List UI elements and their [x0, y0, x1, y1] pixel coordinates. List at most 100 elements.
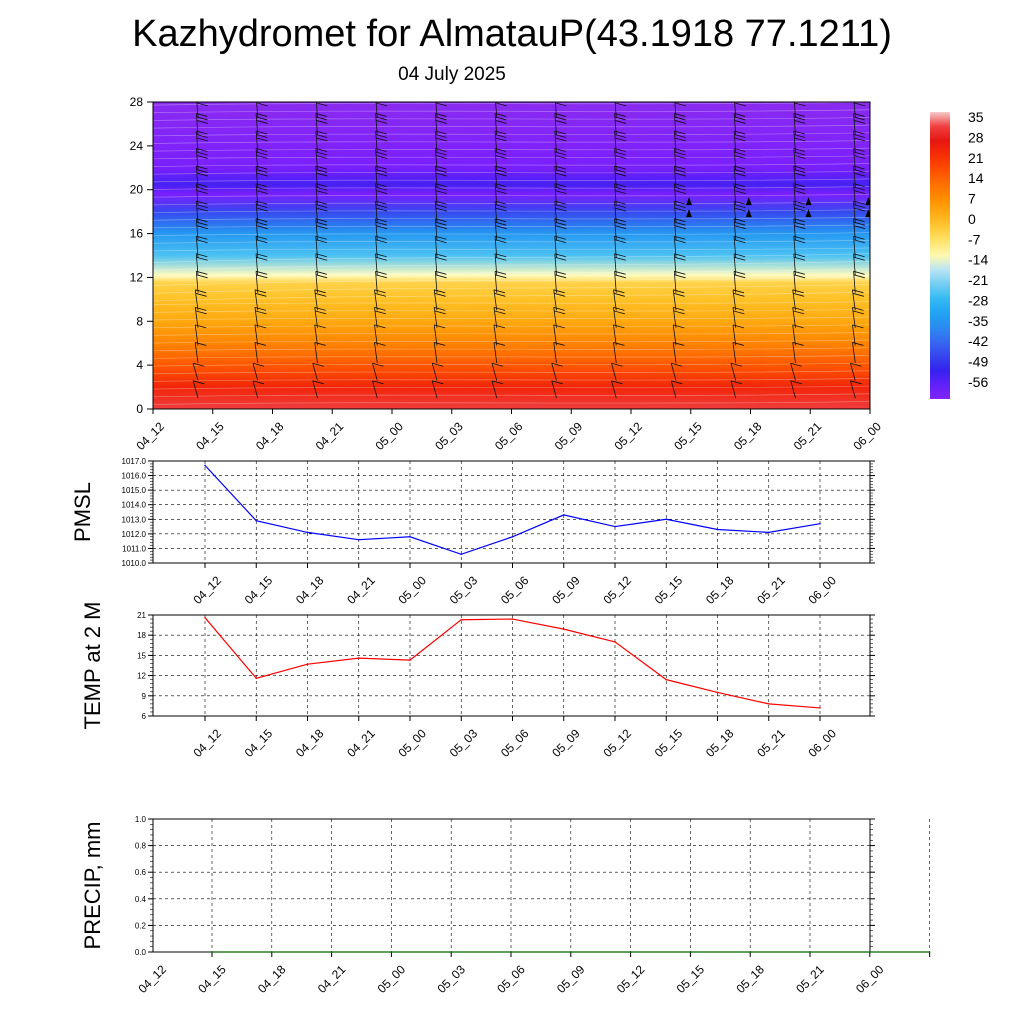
series-point: [409, 659, 411, 661]
wind-barb-feather: [315, 239, 328, 244]
wind-barb-feather: [196, 130, 208, 135]
wind-barb-feather: [196, 274, 208, 279]
wind-barb-feather: [674, 274, 686, 279]
wind-barb-feather: [733, 218, 746, 223]
wind-barb-feather: [553, 289, 565, 294]
colorbar-label: -14: [968, 252, 988, 268]
y-tick-label: 15: [137, 651, 146, 660]
wind-barb-feather: [730, 362, 743, 367]
wind-barb-feather: [614, 218, 626, 223]
y-tick-label: 24: [130, 139, 144, 153]
contour-line: [153, 117, 870, 121]
wind-barb-feather: [734, 102, 746, 107]
wind-barb: [252, 363, 259, 381]
wind-barb-feather: [256, 225, 268, 230]
wind-barb-feather: [794, 155, 806, 159]
wind-barb-feather: [614, 120, 627, 124]
wind-barb-feather: [256, 134, 268, 138]
wind-barb-feather: [734, 120, 746, 124]
y-tick-label: 1.0: [135, 815, 147, 824]
x-tick-label: 04_15: [193, 419, 227, 453]
wind-barb-feather: [374, 310, 387, 315]
contour-line: [153, 316, 870, 321]
wind-barb-feather: [376, 96, 387, 99]
series-point: [510, 951, 512, 953]
wind-barb-feather: [853, 183, 865, 187]
wind-barb-feather: [435, 169, 447, 173]
wind-barb: [730, 363, 737, 381]
wind-barb-feather: [196, 186, 208, 191]
wind-barb-feather: [734, 186, 746, 191]
x-tick-label: 05_21: [754, 573, 788, 607]
wind-barb: [792, 342, 796, 364]
wind-barb-feather: [315, 274, 328, 279]
colorbar-label: -35: [968, 313, 988, 329]
wind-barb-feather: [196, 102, 208, 107]
wind-barb-feather: [674, 172, 686, 177]
wind-barb-feather: [734, 274, 746, 279]
wind-barb-feather: [315, 113, 327, 117]
wind-barb-feather: [494, 292, 506, 297]
wind-barb-feather: [611, 380, 623, 385]
series-point: [306, 663, 309, 665]
wind-barb-feather: [316, 207, 328, 212]
wind-barb-feather: [614, 130, 626, 135]
wind-barb: [554, 102, 557, 118]
wind-barb-feather: [315, 200, 327, 205]
wind-barb-feather: [734, 172, 746, 177]
series-point: [271, 951, 273, 953]
wind-barb-feather: [554, 256, 567, 261]
y-tick-label: 6: [142, 712, 147, 721]
wind-barb-feather: [551, 380, 563, 385]
wind-barb-feather: [674, 270, 686, 275]
wind-pennant: [745, 197, 752, 206]
wind-barb-feather: [255, 148, 268, 152]
wind-barb-feather: [614, 183, 626, 187]
wind-barb-feather: [674, 204, 686, 209]
wind-barb-feather: [555, 102, 567, 107]
wind-barb: [314, 289, 318, 311]
wind-barb: [614, 102, 617, 118]
y-tick-label: 1010.0: [122, 559, 147, 568]
wind-barb-feather: [315, 292, 327, 297]
wind-barb: [194, 307, 199, 328]
wind-barb-feather: [435, 155, 447, 159]
wind-barb-feather: [613, 289, 625, 294]
panel-frame: [152, 614, 871, 717]
series-point: [357, 538, 360, 541]
wind-barb-feather: [793, 292, 805, 297]
wind-barb-feather: [614, 239, 626, 244]
wind-barb-feather: [495, 204, 507, 209]
wind-barb-feather: [853, 190, 866, 194]
wind-barb: [196, 102, 199, 118]
wind-barb-feather: [674, 113, 686, 117]
wind-barb-feather: [853, 120, 866, 124]
wind-barb-feather: [314, 289, 326, 294]
wind-barb-feather: [674, 169, 686, 173]
wind-barb-feather: [554, 183, 566, 187]
wind-barb-feather: [375, 225, 388, 230]
wind-barb: [852, 324, 856, 346]
colorbar-label: -42: [968, 333, 988, 349]
wind-barb-feather: [314, 342, 326, 346]
wind-barb-feather: [554, 221, 567, 226]
contour-line: [153, 186, 870, 190]
colorbar-label: 14: [968, 170, 984, 186]
wind-barb-feather: [734, 155, 746, 159]
contour-line: [153, 147, 870, 152]
x-tick-label: 05_12: [600, 726, 634, 760]
x-tick-label: 05_03: [432, 419, 466, 453]
wind-barb-feather: [432, 380, 444, 385]
wind-barb-feather: [435, 256, 447, 261]
wind-barb-feather: [432, 362, 444, 367]
y-tick-label: 12: [137, 672, 146, 681]
x-tick-label: 05_06: [494, 962, 528, 996]
wind-barb-feather: [435, 190, 447, 194]
wind-barb-feather: [252, 380, 265, 385]
wind-barb-feather: [734, 225, 746, 230]
wind-barb: [493, 307, 498, 328]
wind-barb-feather: [732, 324, 745, 329]
colorbar-label: -7: [968, 231, 981, 247]
wind-barb-feather: [615, 96, 626, 99]
